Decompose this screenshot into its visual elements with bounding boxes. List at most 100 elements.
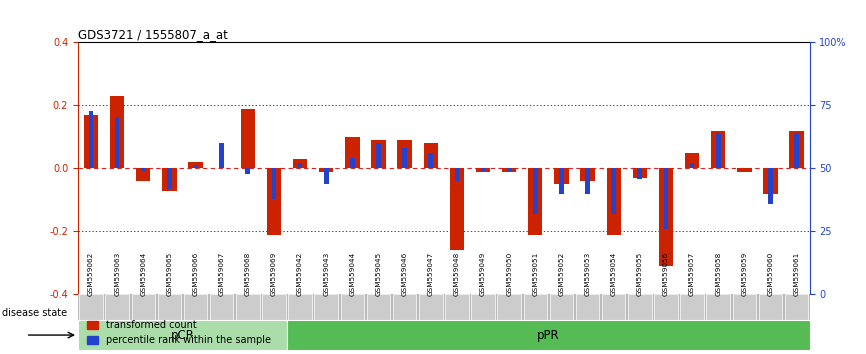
Legend: transformed count, percentile rank within the sample: transformed count, percentile rank withi…: [83, 316, 275, 349]
Bar: [711, 131, 726, 169]
FancyBboxPatch shape: [654, 295, 678, 320]
Bar: [272, 169, 276, 199]
Text: GSM559052: GSM559052: [559, 252, 565, 296]
Bar: [659, 169, 673, 266]
FancyBboxPatch shape: [210, 295, 234, 320]
Bar: [528, 169, 542, 235]
Bar: [241, 109, 255, 169]
Bar: [455, 169, 459, 181]
Bar: [350, 158, 355, 169]
Bar: [559, 169, 564, 194]
Text: GSM559066: GSM559066: [192, 252, 198, 296]
Bar: [372, 140, 385, 169]
FancyBboxPatch shape: [78, 320, 287, 350]
Bar: [403, 148, 407, 169]
Text: GSM559050: GSM559050: [506, 252, 512, 296]
FancyBboxPatch shape: [550, 295, 573, 320]
Bar: [716, 133, 721, 169]
Text: GSM559053: GSM559053: [585, 252, 591, 296]
Bar: [167, 169, 171, 189]
Bar: [136, 169, 151, 181]
Bar: [507, 169, 512, 171]
FancyBboxPatch shape: [236, 295, 260, 320]
Bar: [162, 169, 177, 190]
FancyBboxPatch shape: [314, 295, 338, 320]
Bar: [115, 118, 120, 169]
Text: GSM559049: GSM559049: [480, 252, 486, 296]
Text: GSM559062: GSM559062: [88, 252, 94, 296]
FancyBboxPatch shape: [132, 295, 155, 320]
FancyBboxPatch shape: [602, 295, 625, 320]
FancyBboxPatch shape: [340, 295, 364, 320]
Bar: [637, 169, 643, 178]
Bar: [324, 169, 328, 184]
Bar: [768, 169, 772, 204]
Bar: [685, 153, 699, 169]
Text: GSM559044: GSM559044: [349, 252, 355, 296]
Text: GSM559063: GSM559063: [114, 252, 120, 296]
Bar: [481, 169, 485, 171]
FancyBboxPatch shape: [628, 295, 651, 320]
Bar: [88, 110, 94, 169]
FancyBboxPatch shape: [80, 295, 103, 320]
Text: GSM559054: GSM559054: [611, 252, 617, 296]
Text: pPR: pPR: [537, 329, 559, 342]
FancyBboxPatch shape: [184, 295, 207, 320]
Text: GSM559058: GSM559058: [715, 252, 721, 296]
FancyBboxPatch shape: [471, 295, 494, 320]
Bar: [475, 169, 490, 172]
Bar: [376, 143, 381, 169]
FancyBboxPatch shape: [707, 295, 730, 320]
FancyBboxPatch shape: [733, 295, 756, 320]
Bar: [533, 169, 538, 214]
Text: GSM559047: GSM559047: [428, 252, 434, 296]
Text: pCR: pCR: [171, 329, 194, 342]
Text: GSM559048: GSM559048: [454, 252, 460, 296]
Bar: [502, 169, 516, 172]
Bar: [110, 96, 125, 169]
Bar: [606, 169, 621, 235]
Bar: [397, 140, 412, 169]
Bar: [429, 153, 433, 169]
Text: disease state: disease state: [2, 308, 67, 318]
FancyBboxPatch shape: [288, 295, 312, 320]
Text: GSM559060: GSM559060: [767, 252, 773, 296]
Text: GSM559061: GSM559061: [793, 252, 799, 296]
Text: GSM559042: GSM559042: [297, 252, 303, 296]
Bar: [245, 169, 250, 173]
FancyBboxPatch shape: [576, 295, 599, 320]
FancyBboxPatch shape: [366, 295, 391, 320]
Text: GSM559069: GSM559069: [271, 252, 277, 296]
FancyBboxPatch shape: [785, 295, 808, 320]
FancyBboxPatch shape: [524, 295, 547, 320]
Text: GSM559067: GSM559067: [219, 252, 224, 296]
Bar: [267, 169, 281, 235]
Bar: [585, 169, 590, 194]
Bar: [219, 143, 224, 169]
FancyBboxPatch shape: [419, 295, 443, 320]
Text: GSM559056: GSM559056: [663, 252, 669, 296]
Text: GSM559045: GSM559045: [376, 252, 382, 296]
FancyBboxPatch shape: [445, 295, 469, 320]
Bar: [346, 137, 359, 169]
Bar: [580, 169, 595, 181]
FancyBboxPatch shape: [393, 295, 417, 320]
FancyBboxPatch shape: [681, 295, 704, 320]
Bar: [663, 169, 669, 229]
Text: GSM559055: GSM559055: [637, 252, 643, 296]
FancyBboxPatch shape: [262, 295, 286, 320]
Bar: [794, 133, 799, 169]
Bar: [293, 159, 307, 169]
Bar: [189, 162, 203, 169]
Bar: [611, 169, 616, 214]
Text: GSM559057: GSM559057: [689, 252, 695, 296]
Bar: [763, 169, 778, 194]
Text: GDS3721 / 1555807_a_at: GDS3721 / 1555807_a_at: [78, 28, 228, 41]
Text: GSM559059: GSM559059: [741, 252, 747, 296]
Bar: [298, 164, 302, 169]
FancyBboxPatch shape: [497, 295, 521, 320]
Bar: [633, 169, 647, 178]
Bar: [141, 169, 145, 171]
Text: GSM559064: GSM559064: [140, 252, 146, 296]
Text: GSM559046: GSM559046: [402, 252, 408, 296]
